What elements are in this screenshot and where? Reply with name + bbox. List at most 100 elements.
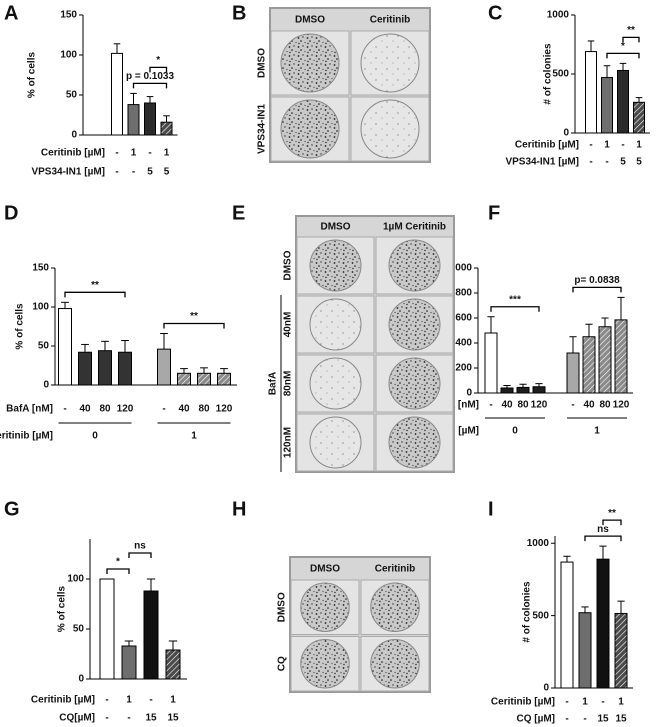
- row-value: 40: [79, 404, 91, 415]
- row-label: BafA [nM]: [432, 400, 479, 411]
- row-value: -: [565, 714, 568, 725]
- row-value: -: [115, 148, 118, 159]
- y-axis-label: # of colonies: [543, 43, 554, 105]
- bar: [532, 386, 546, 394]
- annotation: *: [116, 557, 120, 568]
- row-value: -: [621, 140, 624, 151]
- annotation: *: [156, 55, 160, 66]
- bracket: [163, 322, 225, 329]
- row-value: -: [589, 140, 592, 151]
- colony-plate: [388, 298, 441, 351]
- y-tick-label: 50: [73, 624, 85, 635]
- annotation: ns: [134, 541, 146, 552]
- bar: [160, 121, 173, 136]
- colony-plate: [388, 416, 441, 469]
- bracket: [572, 286, 622, 293]
- annotation: **: [190, 311, 198, 322]
- colony-plate: [370, 639, 420, 689]
- group-label: BafA: [268, 372, 279, 395]
- row-value: 1: [636, 140, 642, 151]
- panel-letter: A: [4, 2, 18, 24]
- annotation: *: [621, 41, 625, 52]
- row-label: DMSO: [277, 592, 288, 622]
- bar: [582, 336, 596, 394]
- row-label: Ceritinib [µM]: [31, 695, 95, 706]
- row-value: -: [565, 697, 568, 708]
- bar: [598, 326, 612, 394]
- bar: [614, 319, 628, 394]
- bar: [217, 372, 231, 386]
- row-value: -: [105, 695, 108, 706]
- bracket: [584, 535, 622, 542]
- column-label: Ceritinib: [375, 564, 416, 575]
- row-label: CQ: [277, 656, 288, 671]
- row-value: 5: [147, 167, 153, 178]
- panel-letter: B: [232, 2, 246, 24]
- bracket: [132, 82, 168, 89]
- row-value: 120: [531, 400, 548, 411]
- y-axis-label: % of cells: [15, 303, 26, 350]
- row-value: 1: [618, 697, 624, 708]
- row-label: 80nM: [283, 371, 294, 397]
- y-axis-label: # of colonies: [522, 581, 533, 643]
- y-tick-label: 100: [60, 50, 77, 61]
- y-tick-label: 500: [532, 610, 549, 621]
- bar: [121, 645, 137, 680]
- bar: [143, 590, 159, 680]
- panel-letter: F: [488, 202, 500, 224]
- row-label: BafA [nM]: [6, 404, 53, 415]
- annotation: **: [627, 25, 635, 36]
- bar: [516, 386, 530, 394]
- bracket: [149, 66, 168, 73]
- row-label: 120nM: [283, 427, 294, 458]
- row-value: 15: [597, 714, 609, 725]
- bar: [165, 649, 181, 680]
- row-value: 1: [126, 695, 132, 706]
- colony-plate: [280, 33, 340, 93]
- y-tick-label: 200: [455, 363, 472, 374]
- row-value: -: [571, 400, 574, 411]
- row-value: 15: [615, 714, 627, 725]
- bracket: [606, 52, 640, 59]
- bar: [58, 308, 72, 386]
- panel-letter: I: [488, 498, 494, 520]
- row-value: -: [149, 695, 152, 706]
- row-label: CQ[µM]: [59, 713, 95, 724]
- bracket: [106, 568, 130, 574]
- column-label: Ceritinib: [370, 15, 411, 26]
- colony-plate: [300, 639, 350, 689]
- colony-plate: [300, 582, 350, 632]
- row-value: -: [132, 167, 135, 178]
- y-tick-label: 600: [455, 313, 472, 324]
- annotation: p = 0.1033: [126, 71, 175, 82]
- bar: [78, 351, 92, 386]
- row-label: VPS34-IN1 [µM]: [505, 157, 579, 168]
- row-label: Ceritinib [µM]: [515, 140, 579, 151]
- row-value: 80: [99, 404, 111, 415]
- bracket: [490, 306, 540, 312]
- bar: [99, 578, 115, 680]
- bracket: [64, 291, 126, 298]
- bar: [98, 350, 112, 386]
- bar: [484, 332, 498, 394]
- column-label: DMSO: [295, 15, 325, 26]
- row-value: 15: [145, 713, 157, 724]
- row-value: 1: [170, 695, 176, 706]
- y-tick-label: 0: [466, 388, 472, 399]
- row-value: 1: [582, 697, 588, 708]
- row-value: 1: [131, 148, 137, 159]
- row-value: -: [589, 157, 592, 168]
- row-value: -: [162, 404, 165, 415]
- bracket: [602, 519, 622, 526]
- row-value: 1: [604, 140, 610, 151]
- colony-plate: [370, 582, 420, 632]
- row-value: -: [63, 404, 66, 415]
- y-tick-label: 0: [543, 683, 549, 694]
- colony-plate: [309, 416, 362, 469]
- annotation: ***: [509, 294, 521, 305]
- bar: [111, 52, 123, 136]
- row-label: VPS34-IN1: [257, 104, 268, 154]
- panel-letter: G: [4, 498, 20, 520]
- row-value: -: [127, 713, 130, 724]
